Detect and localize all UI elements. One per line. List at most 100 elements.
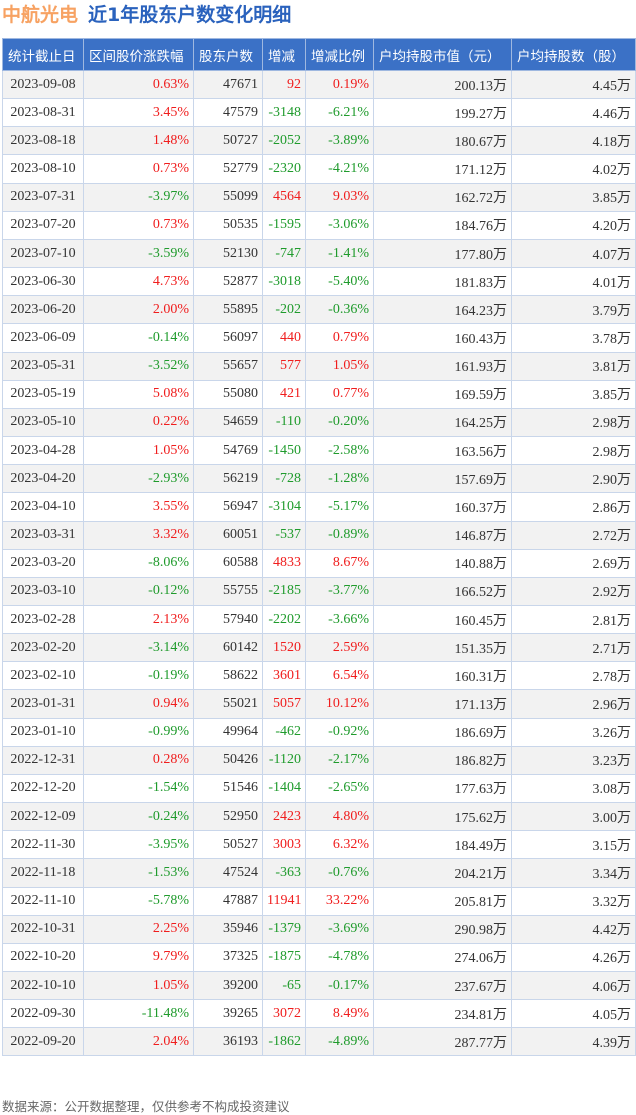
table-cell: 175.62万 — [373, 802, 512, 832]
table-row: 2023-07-10 -3.59% 52130 -747 -1.41% 177.80万 4.… — [2, 238, 636, 269]
table-row: 2023-03-31 3.32% 60051 -537 -0.89% 146.87万 2.7… — [2, 520, 636, 550]
table-cell: -5.17% — [305, 492, 374, 522]
column-header: 户均持股市值（元） — [373, 38, 512, 71]
table-row: 2023-02-28 2.13% 57940 -2202 -3.66% 160.45万 2.… — [2, 604, 636, 635]
table-cell: -4.78% — [305, 942, 374, 973]
table-cell: -728 — [262, 464, 306, 494]
table-cell: 56947 — [193, 492, 263, 522]
table-cell: 205.81万 — [373, 886, 512, 916]
table-row: 2022-12-20 -1.54% 51546 -1404 -2.65% 177.63万 3… — [2, 773, 636, 804]
table-cell: 577 — [262, 351, 306, 381]
table-row: 2023-04-20 -2.93% 56219 -728 -1.28% 157.69万 2.… — [2, 464, 636, 494]
table-cell: 234.81万 — [373, 999, 512, 1029]
table-cell: -4.21% — [305, 154, 374, 184]
table-cell: -0.89% — [305, 520, 374, 550]
table-cell: 2023-07-31 — [2, 182, 84, 212]
table-cell: -462 — [262, 717, 306, 747]
table-cell: 2023-04-10 — [2, 492, 84, 522]
table-cell: 2022-12-09 — [2, 802, 84, 832]
table-cell: 2023-05-10 — [2, 407, 84, 438]
table-cell: -5.78% — [83, 886, 194, 916]
table-cell: -8.06% — [83, 548, 194, 578]
table-cell: 2023-03-20 — [2, 548, 84, 578]
table-cell: 60051 — [193, 520, 263, 550]
table-cell: 36193 — [193, 1027, 263, 1057]
table-cell: -3018 — [262, 267, 306, 297]
table-cell: -3.77% — [305, 576, 374, 606]
table-cell: -3.06% — [305, 210, 374, 240]
table-cell: 56097 — [193, 323, 263, 353]
table-cell: -363 — [262, 858, 306, 888]
table-row: 2023-03-20 -8.06% 60588 4833 8.67% 140.88万 2.6… — [2, 548, 636, 578]
table-cell: 3.15万 — [511, 830, 636, 860]
table-cell: 55895 — [193, 295, 263, 325]
table-cell: 52130 — [193, 238, 263, 269]
table-row: 2023-08-18 1.48% 50727 -2052 -3.89% 180.67万 4.… — [2, 126, 636, 156]
table-cell: -537 — [262, 520, 306, 550]
table-cell: 2.92万 — [511, 576, 636, 606]
table-cell: 47524 — [193, 858, 263, 888]
table-cell: 2.13% — [83, 604, 194, 635]
title-subtitle: 近1年股东户数变化明细 — [88, 4, 292, 26]
column-header: 增减比例 — [305, 38, 374, 71]
table-cell: 4.18万 — [511, 126, 636, 156]
table-cell: 49964 — [193, 717, 263, 747]
table-cell: -0.24% — [83, 802, 194, 832]
table-cell: -3104 — [262, 492, 306, 522]
table-cell: 2022-10-20 — [2, 942, 84, 973]
table-cell: 52779 — [193, 154, 263, 184]
table-cell: 177.63万 — [373, 773, 512, 804]
table-cell: 171.12万 — [373, 154, 512, 184]
table-row: 2023-06-09 -0.14% 56097 440 0.79% 160.43万 3.78… — [2, 323, 636, 353]
table-row: 2022-11-10 -5.78% 47887 11941 33.22% 205.81万 3… — [2, 886, 636, 916]
table-cell: 2023-04-20 — [2, 464, 84, 494]
table-cell: 51546 — [193, 773, 263, 804]
table-cell: 3003 — [262, 830, 306, 860]
table-row: 2023-02-20 -3.14% 60142 1520 2.59% 151.35万 2.7… — [2, 633, 636, 663]
table-cell: -0.17% — [305, 970, 374, 1001]
table-cell: -0.19% — [83, 661, 194, 691]
table-cell: 2423 — [262, 802, 306, 832]
table-cell: -3.66% — [305, 604, 374, 635]
table-cell: 4.42万 — [511, 914, 636, 944]
table-cell: 4.46万 — [511, 98, 636, 128]
table-cell: 47579 — [193, 98, 263, 128]
company-name: 中航光电 — [2, 4, 79, 26]
table-cell: 3.32万 — [511, 886, 636, 916]
table-row: 2022-10-10 1.05% 39200 -65 -0.17% 237.67万 4.06… — [2, 970, 636, 1001]
table-row: 2022-10-31 2.25% 35946 -1379 -3.69% 290.98万 4.… — [2, 914, 636, 944]
table-cell: 4.20万 — [511, 210, 636, 240]
table-cell: 37325 — [193, 942, 263, 973]
table-cell: 160.37万 — [373, 492, 512, 522]
table-cell: 3.85万 — [511, 379, 636, 409]
table-cell: -1120 — [262, 745, 306, 775]
table-cell: 8.67% — [305, 548, 374, 578]
table-cell: 160.43万 — [373, 323, 512, 353]
table-cell: 47887 — [193, 886, 263, 916]
table-cell: 5.08% — [83, 379, 194, 409]
table-cell: 3.00万 — [511, 802, 636, 832]
table-cell: 180.67万 — [373, 126, 512, 156]
table-row: 2023-06-20 2.00% 55895 -202 -0.36% 164.23万 3.7… — [2, 295, 636, 325]
table-cell: -2.65% — [305, 773, 374, 804]
table-cell: -3.97% — [83, 182, 194, 212]
table-cell: 10.12% — [305, 689, 374, 719]
table-cell: 290.98万 — [373, 914, 512, 944]
table-cell: 50535 — [193, 210, 263, 240]
table-row: 2022-09-30 -11.48% 39265 3072 8.49% 234.81万 4.… — [2, 999, 636, 1029]
table-cell: -2.58% — [305, 436, 374, 466]
table-cell: 1.05% — [83, 436, 194, 466]
table-cell: 3.55% — [83, 492, 194, 522]
table-cell: 2.59% — [305, 633, 374, 663]
table-cell: 2.81万 — [511, 604, 636, 635]
table-cell: 5057 — [262, 689, 306, 719]
table-cell: -202 — [262, 295, 306, 325]
table-cell: 3.34万 — [511, 858, 636, 888]
table-cell: 54659 — [193, 407, 263, 438]
table-cell: -0.36% — [305, 295, 374, 325]
table-row: 2023-03-10 -0.12% 55755 -2185 -3.77% 166.52万 2… — [2, 576, 636, 606]
table-cell: -11.48% — [83, 999, 194, 1029]
table-cell: 0.73% — [83, 154, 194, 184]
table-cell: 47671 — [193, 69, 263, 100]
table-cell: 39200 — [193, 970, 263, 1001]
